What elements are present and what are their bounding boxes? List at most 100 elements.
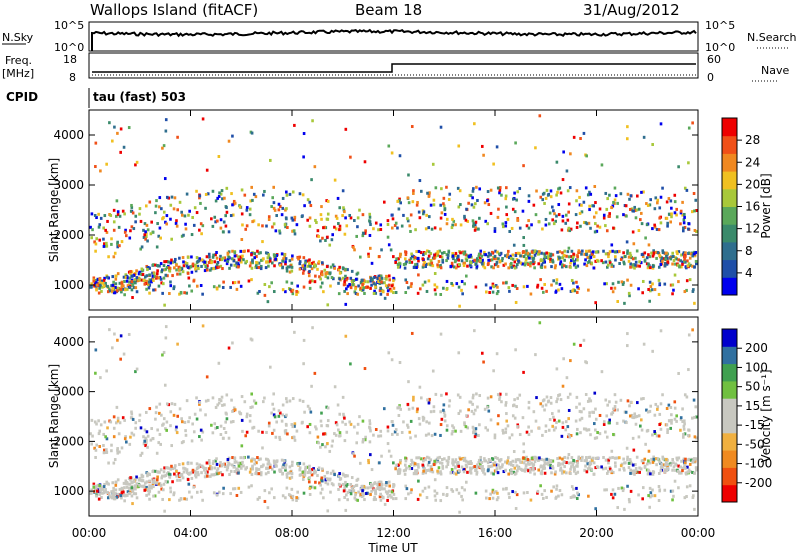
velocity-echo bbox=[457, 351, 461, 355]
power-echo bbox=[653, 225, 657, 229]
power-echo bbox=[206, 268, 209, 272]
power-echo bbox=[124, 276, 128, 280]
velocity-echo bbox=[318, 481, 321, 485]
power-echo bbox=[317, 234, 320, 238]
power-echo bbox=[589, 226, 592, 230]
power-echo bbox=[647, 243, 651, 247]
power-echo bbox=[311, 119, 314, 123]
power-echo bbox=[115, 199, 119, 203]
power-echo bbox=[669, 257, 672, 261]
power-echo bbox=[398, 154, 402, 158]
velocity-echo bbox=[474, 491, 478, 495]
velocity-echo bbox=[418, 493, 422, 497]
velocity-echo bbox=[411, 460, 414, 464]
power-echo bbox=[638, 264, 641, 268]
colorbar-swatch bbox=[722, 241, 737, 261]
power-echo bbox=[664, 256, 667, 260]
power-echo bbox=[673, 200, 677, 204]
power-echo bbox=[264, 266, 268, 270]
velocity-echo bbox=[312, 467, 315, 471]
velocity-echo bbox=[622, 457, 625, 461]
velocity-echo bbox=[341, 420, 344, 424]
power-echo bbox=[479, 258, 482, 262]
velocity-echo bbox=[628, 414, 632, 418]
power-echo bbox=[488, 291, 491, 295]
power-echo bbox=[333, 266, 336, 270]
power-echo bbox=[529, 264, 532, 268]
power-echo bbox=[205, 168, 209, 172]
velocity-echo bbox=[663, 458, 667, 462]
power-echo bbox=[629, 283, 633, 287]
power-echo bbox=[562, 253, 566, 257]
power-echo bbox=[144, 230, 147, 234]
velocity-echo bbox=[440, 458, 444, 462]
velocity-echo bbox=[669, 489, 673, 493]
power-echo bbox=[366, 280, 370, 284]
power-echo bbox=[330, 238, 334, 242]
velocity-echo bbox=[604, 458, 608, 462]
velocity-echo bbox=[361, 489, 364, 493]
power-echo bbox=[598, 225, 602, 229]
power-echo bbox=[173, 260, 177, 264]
power-echo bbox=[459, 203, 462, 207]
velocity-echo bbox=[445, 465, 448, 469]
power-echo bbox=[108, 121, 111, 125]
power-echo bbox=[331, 233, 334, 237]
velocity-echo bbox=[487, 409, 491, 413]
power-echo bbox=[361, 213, 365, 217]
power-echo bbox=[92, 276, 96, 280]
velocity-echo bbox=[130, 484, 134, 488]
velocity-echo bbox=[687, 368, 690, 372]
velocity-echo bbox=[270, 487, 273, 491]
power-echo bbox=[558, 186, 562, 190]
velocity-echo bbox=[206, 398, 210, 402]
velocity-echo bbox=[204, 399, 208, 403]
power-echo bbox=[322, 226, 325, 230]
power-echo bbox=[578, 211, 582, 215]
velocity-echo bbox=[457, 470, 460, 474]
power-echo bbox=[577, 249, 581, 253]
power-echo bbox=[552, 222, 556, 226]
power-echo bbox=[271, 196, 275, 200]
velocity-echo bbox=[641, 461, 645, 465]
velocity-echo bbox=[565, 461, 568, 465]
power-echo bbox=[361, 283, 364, 287]
velocity-echo bbox=[492, 369, 495, 373]
power-echo bbox=[119, 287, 123, 291]
velocity-echo bbox=[240, 418, 244, 422]
power-echo bbox=[525, 249, 528, 253]
velocity-echo bbox=[150, 486, 153, 490]
velocity-echo bbox=[161, 497, 164, 501]
power-echo bbox=[488, 258, 492, 262]
power-echo bbox=[474, 262, 478, 266]
power-echo bbox=[462, 251, 466, 255]
power-echo bbox=[475, 258, 479, 262]
velocity-echo bbox=[105, 369, 108, 373]
velocity-echo bbox=[513, 416, 517, 420]
power-echo bbox=[363, 291, 366, 295]
power-echo bbox=[552, 279, 555, 283]
velocity-echo bbox=[336, 403, 340, 407]
velocity-echo bbox=[353, 496, 357, 500]
power-echo bbox=[106, 284, 109, 288]
power-echo bbox=[110, 242, 113, 246]
power-echo bbox=[534, 146, 537, 150]
velocity-echo bbox=[531, 463, 535, 467]
power-echo bbox=[195, 256, 199, 260]
velocity-echo bbox=[475, 392, 478, 396]
power-echo bbox=[308, 280, 312, 284]
velocity-echo bbox=[608, 400, 611, 404]
velocity-echo bbox=[342, 412, 345, 416]
velocity-echo bbox=[108, 493, 111, 497]
power-echo bbox=[679, 211, 683, 215]
velocity-echo bbox=[486, 405, 489, 409]
velocity-echo bbox=[496, 422, 500, 426]
power-echo bbox=[226, 259, 230, 263]
velocity-echo bbox=[560, 434, 564, 438]
velocity-echo bbox=[349, 362, 352, 366]
power-echo bbox=[346, 268, 349, 272]
power-echo bbox=[191, 215, 194, 219]
velocity-echo bbox=[390, 495, 393, 499]
power-echo bbox=[501, 257, 504, 261]
